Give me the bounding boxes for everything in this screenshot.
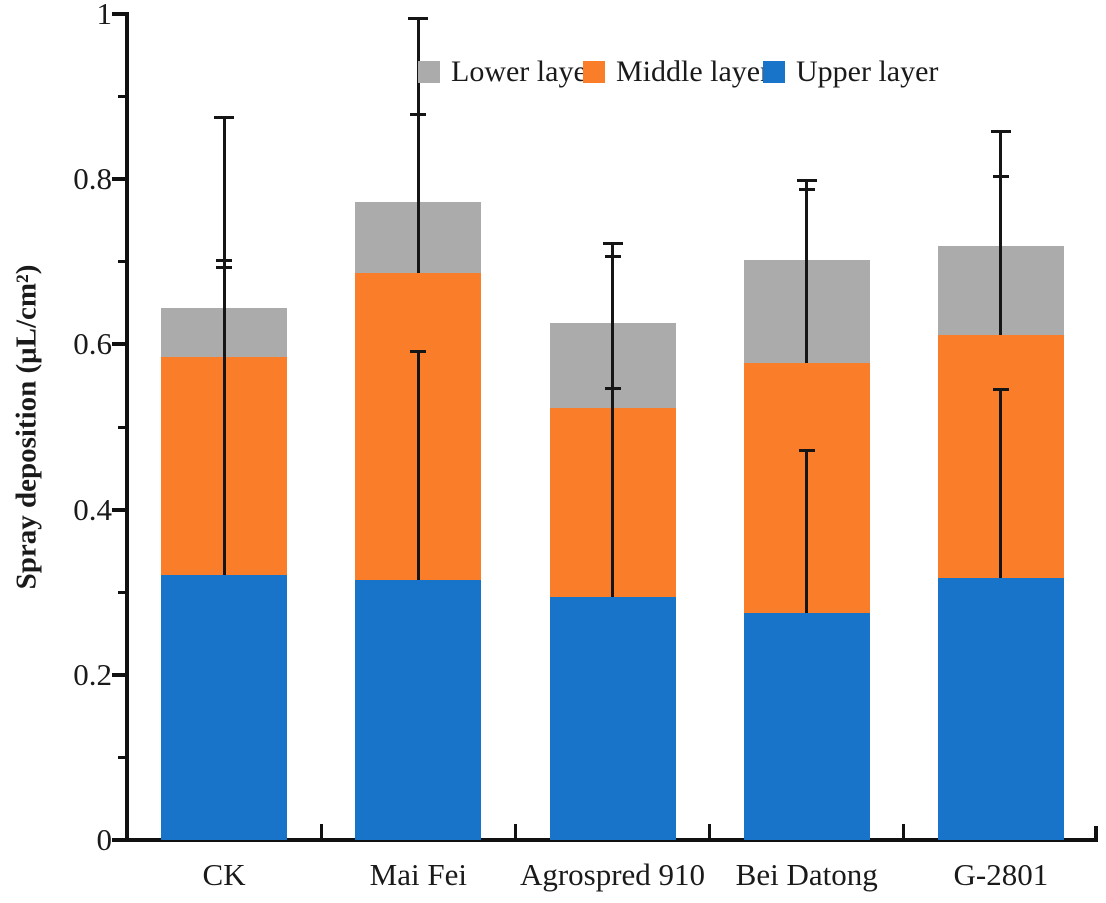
- x-axis-line: [125, 838, 1098, 842]
- legend-label: Middle layer: [616, 55, 771, 88]
- bar-segment-upper-layer: [355, 579, 482, 840]
- error-bar-line: [611, 243, 614, 598]
- x-boundary-tick: [319, 824, 323, 840]
- y-major-tick: [112, 177, 127, 182]
- y-major-tick: [112, 838, 127, 842]
- bar-segment-upper-layer: [743, 612, 870, 840]
- error-bar-cap: [216, 266, 233, 270]
- error-bar-line: [805, 180, 809, 364]
- y-minor-tick: [118, 260, 127, 264]
- y-minor-tick: [118, 590, 127, 594]
- bar-segment-upper-layer: [161, 574, 288, 840]
- y-axis-line: [125, 12, 129, 842]
- error-bar-cap: [408, 17, 429, 21]
- y-tick-label: 1: [96, 0, 113, 31]
- x-boundary-tick: [902, 824, 906, 840]
- error-bar-cap: [216, 258, 233, 262]
- category-label: Agrospred 910: [519, 857, 706, 892]
- error-bar-cap: [798, 188, 815, 192]
- y-major-tick: [112, 12, 127, 16]
- y-tick-label: 0.6: [73, 326, 112, 362]
- y-tick-label: 0.2: [73, 656, 112, 692]
- legend-swatch: [418, 61, 440, 83]
- legend-label: Upper layer: [796, 55, 939, 88]
- x-axis-end-tick: [1094, 826, 1098, 840]
- error-bar-cap: [604, 386, 621, 390]
- category-label: G-2801: [953, 857, 1049, 892]
- category-label: Mai Fei: [369, 857, 467, 892]
- category-label: Bei Datong: [735, 857, 878, 892]
- error-bar-cap: [992, 175, 1009, 179]
- error-bar-line: [805, 450, 809, 613]
- x-boundary-tick: [708, 824, 712, 840]
- error-bar-cap: [798, 448, 815, 452]
- y-major-tick: [112, 342, 127, 347]
- y-minor-tick: [118, 425, 127, 429]
- y-axis-title: Spray deposition (μL/cm²): [10, 264, 43, 590]
- y-tick-label: 0.8: [73, 161, 112, 197]
- y-minor-tick: [118, 95, 127, 99]
- error-bar-cap: [604, 255, 621, 259]
- y-minor-tick: [118, 755, 127, 759]
- legend-swatch: [763, 61, 785, 83]
- y-major-tick: [112, 672, 127, 677]
- error-bar-cap: [410, 113, 427, 117]
- error-bar-cap: [796, 179, 817, 183]
- x-boundary-tick: [513, 824, 517, 840]
- error-bar-cap: [990, 129, 1011, 133]
- legend-label: Lower layer: [451, 55, 597, 88]
- error-bar-cap: [992, 388, 1009, 392]
- error-bar-line: [999, 131, 1003, 336]
- error-bar-line: [222, 117, 226, 575]
- y-tick-label: 0: [96, 822, 113, 857]
- error-bar-cap: [602, 242, 623, 246]
- error-bar-cap: [214, 115, 235, 119]
- bar-segment-upper-layer: [549, 597, 676, 840]
- bar-segment-upper-layer: [937, 578, 1064, 840]
- y-tick-label: 0.4: [73, 491, 112, 527]
- y-major-tick: [112, 507, 127, 512]
- category-label: CK: [202, 857, 246, 892]
- error-bar-cap: [410, 350, 427, 354]
- error-bar-line: [999, 389, 1003, 579]
- legend-swatch: [583, 61, 605, 83]
- error-bar-line: [416, 351, 420, 580]
- error-bar-line: [416, 18, 420, 274]
